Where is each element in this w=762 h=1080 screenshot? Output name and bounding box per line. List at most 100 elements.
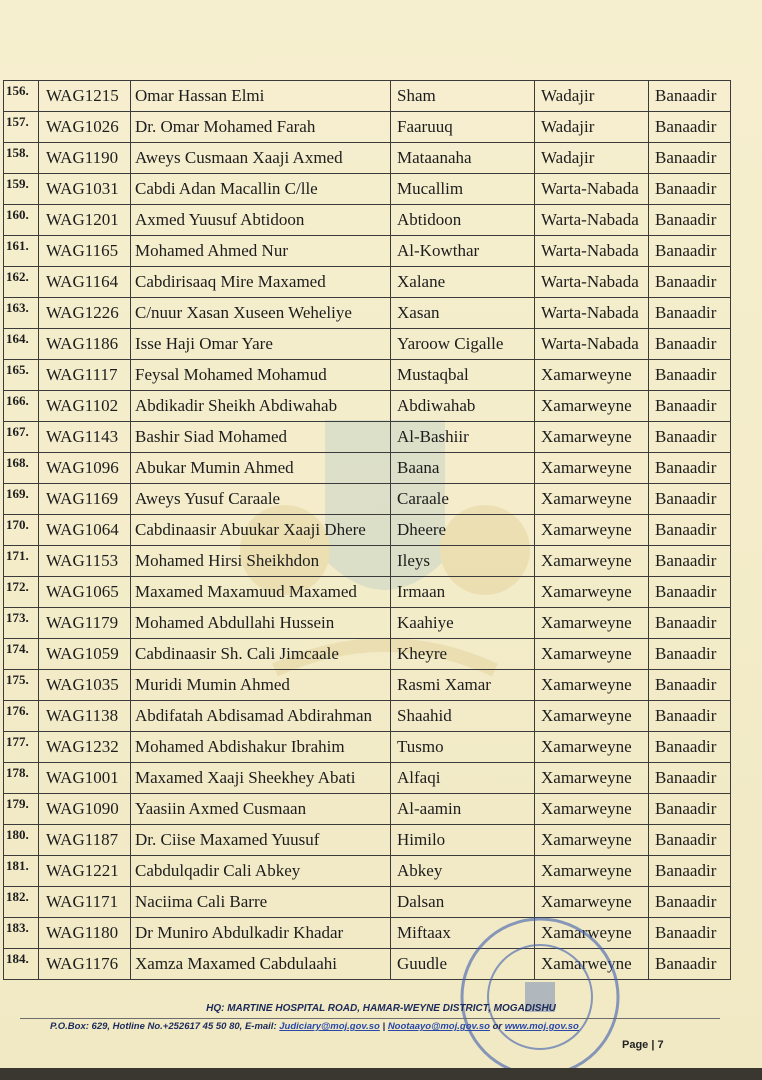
cell-district: Xamarweyne: [534, 669, 649, 701]
cell-nickname: Xasan: [390, 297, 535, 329]
cell-district: Xamarweyne: [534, 917, 649, 949]
cell-region: Banaadir: [648, 142, 731, 174]
cell-name: Muridi Mumin Ahmed: [130, 669, 391, 701]
cell-num: 166.: [3, 390, 39, 422]
cell-id: WAG1153: [38, 545, 131, 577]
cell-district: Xamarweyne: [534, 824, 649, 856]
cell-id: WAG1201: [38, 204, 131, 236]
cell-id: WAG1102: [38, 390, 131, 422]
cell-district: Wadajir: [534, 142, 649, 174]
table-row: 160. WAG1201 Axmed Yuusuf Abtidoon Abtidoon…: [3, 204, 731, 236]
table-row: 178. WAG1001 Maxamed Xaaji Sheekhey Abati A…: [3, 762, 731, 794]
cell-name: Yaasiin Axmed Cusmaan: [130, 793, 391, 825]
cell-id: WAG1179: [38, 607, 131, 639]
table-row: 167. WAG1143 Bashir Siad Mohamed Al-Bashiir…: [3, 421, 731, 453]
cell-name: Omar Hassan Elmi: [130, 80, 391, 112]
cell-nickname: Sham: [390, 80, 535, 112]
cell-nickname: Mustaqbal: [390, 359, 535, 391]
cell-nickname: Abtidoon: [390, 204, 535, 236]
cell-district: Xamarweyne: [534, 638, 649, 670]
cell-district: Warta-Nabada: [534, 266, 649, 298]
cell-name: Axmed Yuusuf Abtidoon: [130, 204, 391, 236]
cell-num: 160.: [3, 204, 39, 236]
cell-region: Banaadir: [648, 390, 731, 422]
table-row: 179. WAG1090 Yaasiin Axmed Cusmaan Al-aamin…: [3, 793, 731, 825]
cell-num: 172.: [3, 576, 39, 608]
cell-id: WAG1176: [38, 948, 131, 980]
cell-num: 162.: [3, 266, 39, 298]
cell-num: 177.: [3, 731, 39, 763]
cell-name: Maxamed Xaaji Sheekhey Abati: [130, 762, 391, 794]
email-nootaayo-link[interactable]: Nootaayo@moj.gov.so: [387, 1021, 490, 1032]
cell-id: WAG1164: [38, 266, 131, 298]
cell-region: Banaadir: [648, 328, 731, 360]
cell-num: 171.: [3, 545, 39, 577]
cell-region: Banaadir: [648, 235, 731, 267]
cell-region: Banaadir: [648, 576, 731, 608]
cell-district: Xamarweyne: [534, 607, 649, 639]
cell-name: Mohamed Ahmed Nur: [130, 235, 391, 267]
cell-id: WAG1180: [38, 917, 131, 949]
cell-num: 164.: [3, 328, 39, 360]
cell-region: Banaadir: [648, 204, 731, 236]
table-row: 183. WAG1180 Dr Muniro Abdulkadir Khadar Mi…: [3, 917, 731, 949]
footer-contact: P.O.Box: 629, Hotline No.+252617 45 50 8…: [50, 1021, 579, 1033]
table-row: 168. WAG1096 Abukar Mumin Ahmed Baana Xamarw…: [3, 452, 731, 484]
cell-name: C/nuur Xasan Xuseen Weheliye: [130, 297, 391, 329]
cell-region: Banaadir: [648, 948, 731, 980]
scan-edge: [0, 1068, 762, 1080]
cell-region: Banaadir: [648, 886, 731, 918]
cell-district: Wadajir: [534, 80, 649, 112]
cell-num: 176.: [3, 700, 39, 732]
cell-id: WAG1001: [38, 762, 131, 794]
cell-district: Xamarweyne: [534, 390, 649, 422]
cell-nickname: Irmaan: [390, 576, 535, 608]
table-row: 182. WAG1171 Naciima Cali Barre Dalsan Xamar…: [3, 886, 731, 918]
cell-num: 178.: [3, 762, 39, 794]
website-link[interactable]: www.moj.gov.so: [504, 1021, 579, 1032]
cell-region: Banaadir: [648, 731, 731, 763]
cell-district: Xamarweyne: [534, 731, 649, 763]
cell-num: 159.: [3, 173, 39, 205]
cell-name: Feysal Mohamed Mohamud: [130, 359, 391, 391]
cell-num: 167.: [3, 421, 39, 453]
footer-address: HQ: MARTINE HOSPITAL ROAD, HAMAR-WEYNE D…: [206, 1003, 556, 1014]
cell-region: Banaadir: [648, 545, 731, 577]
table-row: 172. WAG1065 Maxamed Maxamuud Maxamed Irmaa…: [3, 576, 731, 608]
cell-name: Naciima Cali Barre: [130, 886, 391, 918]
cell-name: Abukar Mumin Ahmed: [130, 452, 391, 484]
cell-region: Banaadir: [648, 297, 731, 329]
cell-num: 157.: [3, 111, 39, 143]
cell-name: Xamza Maxamed Cabdulaahi: [130, 948, 391, 980]
separator: |: [379, 1021, 388, 1032]
cell-nickname: Mataanaha: [390, 142, 535, 174]
cell-region: Banaadir: [648, 483, 731, 515]
cell-nickname: Dalsan: [390, 886, 535, 918]
cell-id: WAG1232: [38, 731, 131, 763]
cell-district: Xamarweyne: [534, 359, 649, 391]
table-row: 162. WAG1164 Cabdirisaaq Mire Maxamed Xalan…: [3, 266, 731, 298]
cell-nickname: Al-Kowthar: [390, 235, 535, 267]
cell-region: Banaadir: [648, 359, 731, 391]
cell-nickname: Miftaax: [390, 917, 535, 949]
cell-name: Cabdi Adan Macallin C/lle: [130, 173, 391, 205]
cell-region: Banaadir: [648, 793, 731, 825]
table-row: 165. WAG1117 Feysal Mohamed Mohamud Mustaqb…: [3, 359, 731, 391]
cell-num: 175.: [3, 669, 39, 701]
table-row: 176. WAG1138 Abdifatah Abdisamad Abdirahma…: [3, 700, 731, 732]
cell-num: 156.: [3, 80, 39, 112]
cell-nickname: Yaroow Cigalle: [390, 328, 535, 360]
cell-region: Banaadir: [648, 452, 731, 484]
cell-name: Dr. Omar Mohamed Farah: [130, 111, 391, 143]
cell-num: 183.: [3, 917, 39, 949]
cell-nickname: Faaruuq: [390, 111, 535, 143]
cell-nickname: Mucallim: [390, 173, 535, 205]
email-judiciary-link[interactable]: Judiciary@moj.gov.so: [279, 1021, 380, 1032]
table-row: 159. WAG1031 Cabdi Adan Macallin C/lle Muca…: [3, 173, 731, 205]
cell-num: 158.: [3, 142, 39, 174]
cell-name: Aweys Cusmaan Xaaji Axmed: [130, 142, 391, 174]
cell-id: WAG1187: [38, 824, 131, 856]
table-row: 163. WAG1226 C/nuur Xasan Xuseen Weheliye X…: [3, 297, 731, 329]
page-number: Page | 7: [622, 1039, 664, 1051]
cell-region: Banaadir: [648, 173, 731, 205]
